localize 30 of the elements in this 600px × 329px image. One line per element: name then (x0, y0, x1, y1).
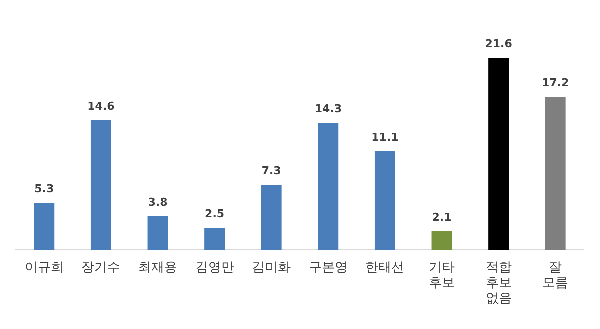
bar (90, 120, 112, 250)
bar (374, 152, 396, 250)
data-label: 17.2 (542, 76, 570, 90)
bar (34, 203, 55, 250)
x-tick-label: 구본영 (308, 260, 348, 276)
data-label: 3.8 (148, 196, 168, 209)
data-label: 2.1 (432, 210, 452, 224)
bar (488, 58, 510, 250)
x-tick-label: 잘 모름 (542, 260, 569, 291)
x-tick-label: 기타 후보 (429, 260, 455, 291)
x-tick-label: 김영만 (195, 260, 234, 276)
data-label: 2.5 (205, 207, 225, 220)
x-tick-label: 한태선 (366, 260, 405, 276)
data-label: 14.3 (314, 102, 342, 116)
bar (148, 216, 168, 250)
data-label: 11.1 (372, 130, 399, 144)
bar (204, 228, 226, 250)
bar (318, 123, 339, 250)
x-tick-label: 김미화 (252, 260, 292, 276)
data-label: 21.6 (485, 38, 513, 51)
bar (545, 97, 566, 250)
data-label: 14.6 (88, 100, 116, 113)
data-label: 5.3 (34, 182, 54, 196)
x-tick-label: 이규희 (24, 260, 64, 276)
x-tick-label: 적합 후보 없음 (486, 260, 512, 307)
bar (261, 185, 282, 250)
x-tick-label: 장기수 (82, 260, 121, 276)
x-tick-label: 최재용 (138, 260, 178, 276)
data-label: 7.3 (262, 164, 282, 178)
bar (432, 232, 452, 250)
